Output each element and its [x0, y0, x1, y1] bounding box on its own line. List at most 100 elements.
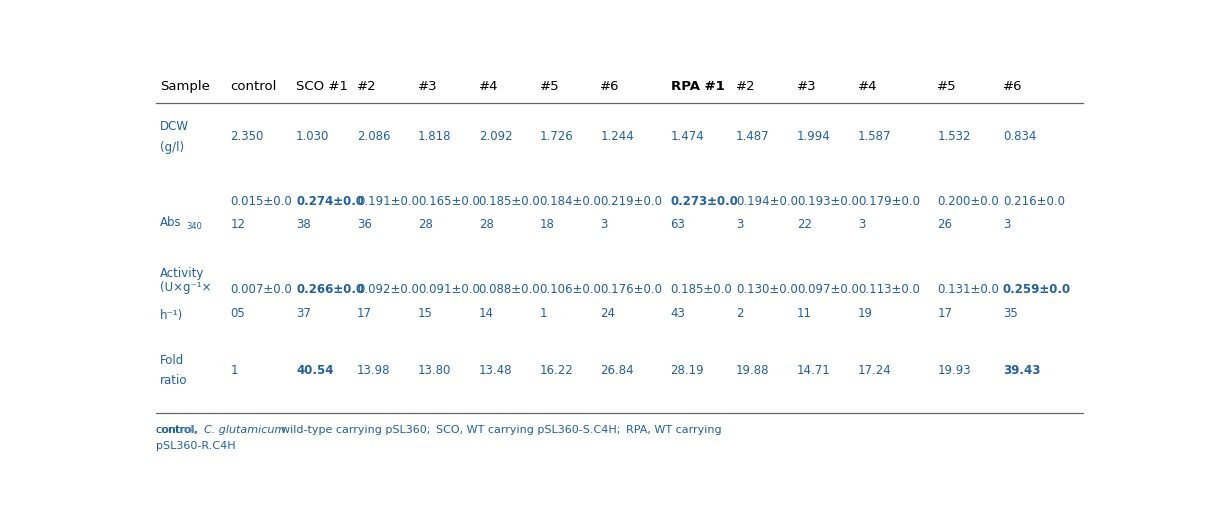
- Text: 1.994: 1.994: [797, 130, 831, 143]
- Text: SCO #1: SCO #1: [296, 80, 348, 94]
- Text: 1.587: 1.587: [858, 130, 892, 143]
- Text: Fold: Fold: [161, 354, 185, 367]
- Text: 0.106±0.0: 0.106±0.0: [540, 283, 602, 296]
- Text: Activity: Activity: [161, 267, 204, 281]
- Text: 1.244: 1.244: [600, 130, 634, 143]
- Text: Abs: Abs: [161, 216, 182, 229]
- Text: 0.191±0.0: 0.191±0.0: [358, 195, 419, 207]
- Text: 36: 36: [358, 218, 372, 231]
- Text: 63: 63: [670, 218, 685, 231]
- Text: #6: #6: [600, 80, 620, 94]
- Text: 0.185±0.0: 0.185±0.0: [670, 283, 732, 296]
- Text: DCW: DCW: [161, 120, 190, 133]
- Text: 0.200±0.0: 0.200±0.0: [937, 195, 999, 207]
- Text: 24: 24: [600, 307, 615, 320]
- Text: C. glutamicum: C. glutamicum: [204, 425, 285, 435]
- Text: 0.130±0.0: 0.130±0.0: [736, 283, 797, 296]
- Text: 340: 340: [186, 222, 203, 231]
- Text: 38: 38: [296, 218, 310, 231]
- Text: 28: 28: [478, 218, 494, 231]
- Text: 19.88: 19.88: [736, 364, 769, 377]
- Text: 0.165±0.0: 0.165±0.0: [418, 195, 480, 207]
- Text: 43: 43: [670, 307, 685, 320]
- Text: 0.184±0.0: 0.184±0.0: [540, 195, 602, 207]
- Text: 18: 18: [540, 218, 554, 231]
- Text: 3: 3: [600, 218, 608, 231]
- Text: 28.19: 28.19: [670, 364, 704, 377]
- Text: 1: 1: [231, 364, 238, 377]
- Text: #4: #4: [478, 80, 498, 94]
- Text: 0.185±0.0: 0.185±0.0: [478, 195, 540, 207]
- Text: 1.474: 1.474: [670, 130, 704, 143]
- Text: 16.22: 16.22: [540, 364, 574, 377]
- Text: 0.092±0.0: 0.092±0.0: [358, 283, 419, 296]
- Text: #4: #4: [858, 80, 877, 94]
- Text: 0.194±0.0: 0.194±0.0: [736, 195, 798, 207]
- Text: 22: 22: [797, 218, 812, 231]
- Text: Sample: Sample: [161, 80, 210, 94]
- Text: 2.086: 2.086: [358, 130, 390, 143]
- Text: 0.088±0.0: 0.088±0.0: [478, 283, 540, 296]
- Text: 0.007±0.0: 0.007±0.0: [231, 283, 292, 296]
- Text: 35: 35: [1003, 307, 1017, 320]
- Text: 0.216±0.0: 0.216±0.0: [1003, 195, 1065, 207]
- Text: 3: 3: [736, 218, 743, 231]
- Text: 17: 17: [358, 307, 372, 320]
- Text: 0.273±0.0: 0.273±0.0: [670, 195, 738, 207]
- Text: 40.54: 40.54: [296, 364, 333, 377]
- Text: (U×g⁻¹×: (U×g⁻¹×: [161, 281, 211, 294]
- Text: 0.193±0.0: 0.193±0.0: [797, 195, 859, 207]
- Text: 0.259±0.0: 0.259±0.0: [1003, 283, 1071, 296]
- Text: 37: 37: [296, 307, 310, 320]
- Text: 2.092: 2.092: [478, 130, 512, 143]
- Text: 19: 19: [858, 307, 873, 320]
- Text: pSL360-R.C4H: pSL360-R.C4H: [156, 441, 236, 451]
- Text: 17.24: 17.24: [858, 364, 892, 377]
- Text: 2.350: 2.350: [231, 130, 265, 143]
- Text: control,: control,: [156, 425, 203, 435]
- Text: 14.71: 14.71: [797, 364, 831, 377]
- Text: 0.834: 0.834: [1003, 130, 1036, 143]
- Text: #3: #3: [418, 80, 437, 94]
- Text: 1.487: 1.487: [736, 130, 769, 143]
- Text: #2: #2: [736, 80, 756, 94]
- Text: wild-type carrying pSL360; SCO, WT carrying pSL360-S.C4H; RPA, WT carrying: wild-type carrying pSL360; SCO, WT carry…: [281, 425, 721, 435]
- Text: #5: #5: [540, 80, 559, 94]
- Text: (g/l): (g/l): [161, 142, 185, 154]
- Text: 1.532: 1.532: [937, 130, 971, 143]
- Text: 05: 05: [231, 307, 245, 320]
- Text: 14: 14: [478, 307, 494, 320]
- Text: control: control: [231, 80, 277, 94]
- Text: 15: 15: [418, 307, 432, 320]
- Text: 1: 1: [540, 307, 547, 320]
- Text: 0.091±0.0: 0.091±0.0: [418, 283, 480, 296]
- Text: #2: #2: [358, 80, 377, 94]
- Text: 13.48: 13.48: [478, 364, 512, 377]
- Text: #5: #5: [937, 80, 957, 94]
- Text: 28: 28: [418, 218, 432, 231]
- Text: 1.726: 1.726: [540, 130, 574, 143]
- Text: 0.266±0.0: 0.266±0.0: [296, 283, 365, 296]
- Text: 1.030: 1.030: [296, 130, 330, 143]
- Text: ratio: ratio: [161, 374, 188, 386]
- Text: 19.93: 19.93: [937, 364, 971, 377]
- Text: 39.43: 39.43: [1003, 364, 1040, 377]
- Text: #6: #6: [1003, 80, 1022, 94]
- Text: 2: 2: [736, 307, 744, 320]
- Text: 3: 3: [1003, 218, 1010, 231]
- Text: #3: #3: [797, 80, 817, 94]
- Text: 17: 17: [937, 307, 952, 320]
- Text: h⁻¹): h⁻¹): [161, 309, 184, 321]
- Text: 0.219±0.0: 0.219±0.0: [600, 195, 662, 207]
- Text: 13.80: 13.80: [418, 364, 452, 377]
- Text: 11: 11: [797, 307, 812, 320]
- Text: 3: 3: [858, 218, 865, 231]
- Text: 0.015±0.0: 0.015±0.0: [231, 195, 292, 207]
- Text: 0.097±0.0: 0.097±0.0: [797, 283, 859, 296]
- Text: 0.274±0.0: 0.274±0.0: [296, 195, 364, 207]
- Text: 12: 12: [231, 218, 245, 231]
- Text: 26: 26: [937, 218, 952, 231]
- Text: 1.818: 1.818: [418, 130, 452, 143]
- Text: 0.176±0.0: 0.176±0.0: [600, 283, 662, 296]
- Text: control,: control,: [156, 425, 198, 435]
